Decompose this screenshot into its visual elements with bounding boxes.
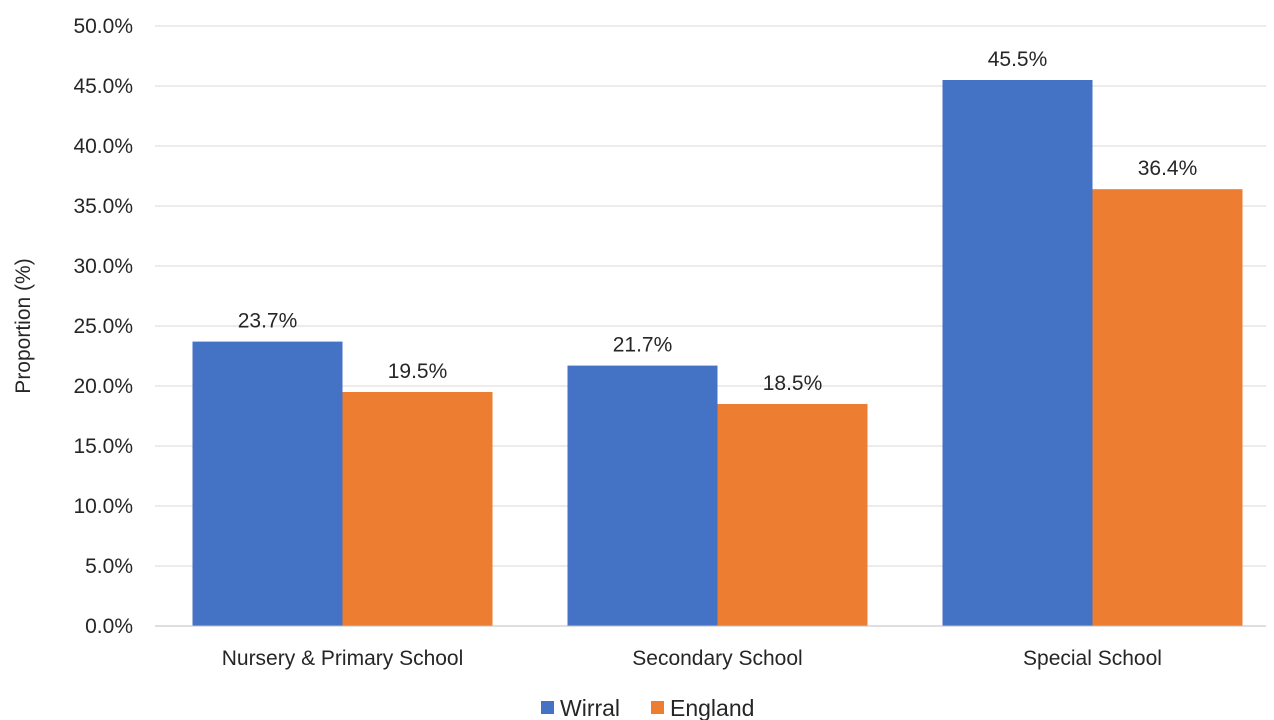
bar-england-1 bbox=[717, 404, 868, 626]
y-axis-title: Proportion (%) bbox=[12, 258, 35, 393]
y-tick-label: 20.0% bbox=[73, 375, 133, 398]
data-label: 21.7% bbox=[613, 334, 673, 357]
legend-label: England bbox=[670, 695, 754, 720]
legend-swatch bbox=[541, 701, 554, 714]
bar-wirral-0 bbox=[192, 341, 343, 626]
bar-england-2 bbox=[1092, 189, 1243, 626]
y-tick-label: 50.0% bbox=[73, 15, 133, 38]
legend-item-england[interactable]: England bbox=[651, 695, 754, 720]
y-tick-label: 25.0% bbox=[73, 315, 133, 338]
y-tick-label: 0.0% bbox=[85, 615, 133, 638]
y-tick-label: 15.0% bbox=[73, 435, 133, 458]
data-label: 36.4% bbox=[1138, 157, 1198, 180]
x-axis-categories: Nursery & Primary School Secondary School… bbox=[222, 647, 1162, 670]
y-tick-label: 35.0% bbox=[73, 195, 133, 218]
data-label: 23.7% bbox=[238, 310, 298, 333]
legend[interactable]: Wirral England bbox=[541, 695, 754, 720]
legend-item-wirral[interactable]: Wirral bbox=[541, 695, 620, 720]
data-label: 18.5% bbox=[763, 372, 823, 395]
legend-swatch bbox=[651, 701, 664, 714]
data-labels: 23.7% 19.5% 21.7% 18.5% 45.5% 36.4% bbox=[238, 48, 1198, 395]
y-tick-label: 5.0% bbox=[85, 555, 133, 578]
legend-label: Wirral bbox=[560, 695, 620, 720]
bar-england-0 bbox=[342, 392, 493, 626]
bar-wirral-1 bbox=[567, 365, 718, 626]
x-category-label: Secondary School bbox=[632, 647, 802, 670]
y-tick-label: 10.0% bbox=[73, 495, 133, 518]
data-label: 19.5% bbox=[388, 360, 448, 383]
x-category-label: Special School bbox=[1023, 647, 1162, 670]
x-category-label: Nursery & Primary School bbox=[222, 647, 464, 670]
data-label: 45.5% bbox=[988, 48, 1048, 71]
y-tick-label: 45.0% bbox=[73, 75, 133, 98]
y-tick-label: 40.0% bbox=[73, 135, 133, 158]
y-tick-label: 30.0% bbox=[73, 255, 133, 278]
bars bbox=[192, 80, 1243, 626]
bar-wirral-2 bbox=[942, 80, 1093, 626]
y-axis-ticks: 0.0% 5.0% 10.0% 15.0% 20.0% 25.0% 30.0% 35.0% 40… bbox=[73, 15, 133, 638]
